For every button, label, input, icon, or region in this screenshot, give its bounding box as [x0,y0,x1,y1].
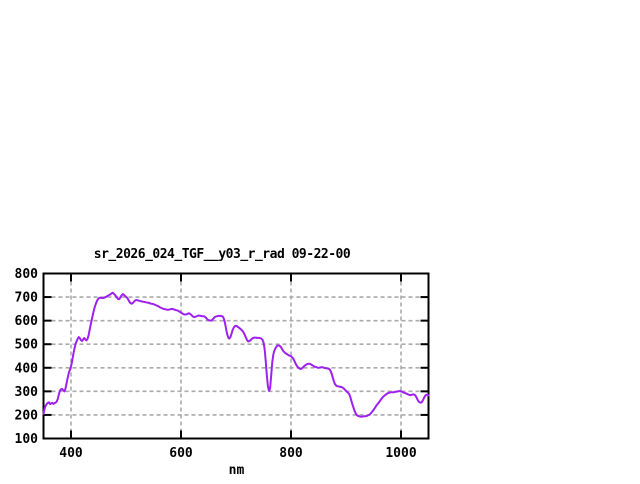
x-tick-label-800: 800 [279,446,303,461]
y-tick-label-400: 400 [15,361,39,376]
y-tick-label-500: 500 [15,338,39,353]
y-tick-label-200: 200 [15,408,39,423]
plot-border [42,272,430,440]
x-tick-label-600: 600 [169,446,193,461]
x-axis-label: nm [228,463,245,478]
x-tick-label-1000: 1000 [385,446,416,461]
y-tick-label-700: 700 [15,291,39,306]
y-tick-label-300: 300 [15,385,39,400]
x-tick-label-400: 400 [59,446,83,461]
chart-title: sr_2026_024_TGF__y03_r_rad 09-22-00 [93,247,351,262]
y-tick-label-600: 600 [15,314,39,329]
y-tick-label-100: 100 [15,432,39,447]
y-tick-label-800: 800 [15,267,39,282]
spectrum-line [42,291,430,418]
